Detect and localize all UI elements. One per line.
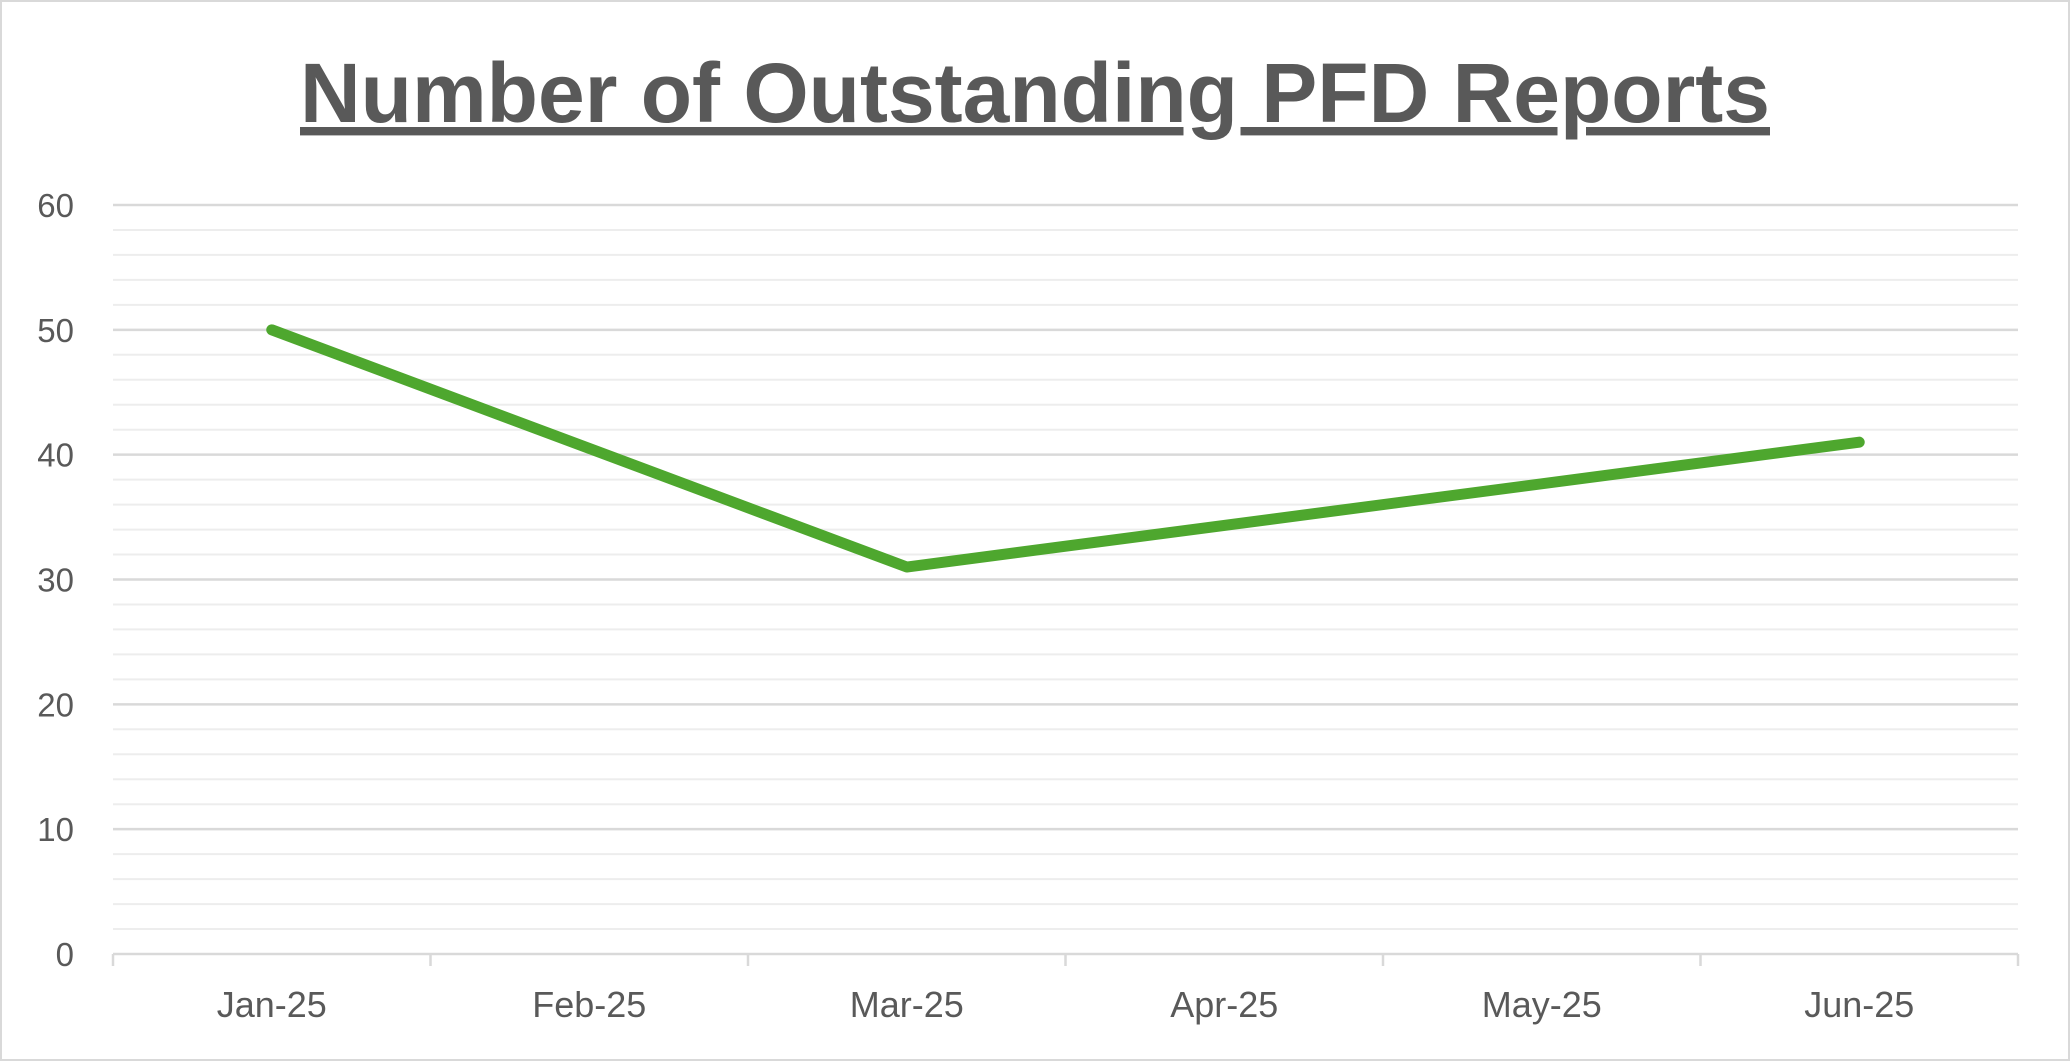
y-tick-label: 10 bbox=[37, 811, 74, 848]
y-tick-label: 30 bbox=[37, 562, 74, 599]
x-tick-label: May-25 bbox=[1482, 984, 1602, 1025]
minor-gridlines bbox=[113, 228, 2018, 931]
y-tick-label: 0 bbox=[56, 936, 74, 973]
y-tick-label: 50 bbox=[37, 312, 74, 349]
chart-title: Number of Outstanding PFD Reports bbox=[300, 46, 1770, 140]
x-tick-label: Jun-25 bbox=[1804, 984, 1914, 1025]
x-tick-label: Apr-25 bbox=[1170, 984, 1278, 1025]
x-axis: Jan-25 Feb-25 Mar-25 Apr-25 May-25 Jun-25 bbox=[111, 952, 2020, 1025]
y-axis: 0 10 20 30 40 50 60 bbox=[37, 187, 74, 973]
y-tick-label: 20 bbox=[37, 686, 74, 723]
series-group bbox=[266, 324, 1865, 573]
series-line bbox=[266, 324, 1865, 573]
x-tick-label: Mar-25 bbox=[850, 984, 964, 1025]
major-gridlines bbox=[113, 203, 2018, 831]
x-tick-label: Feb-25 bbox=[532, 984, 646, 1025]
y-tick-label: 60 bbox=[37, 187, 74, 224]
y-tick-label: 40 bbox=[37, 437, 74, 474]
x-tick-label: Jan-25 bbox=[217, 984, 327, 1025]
